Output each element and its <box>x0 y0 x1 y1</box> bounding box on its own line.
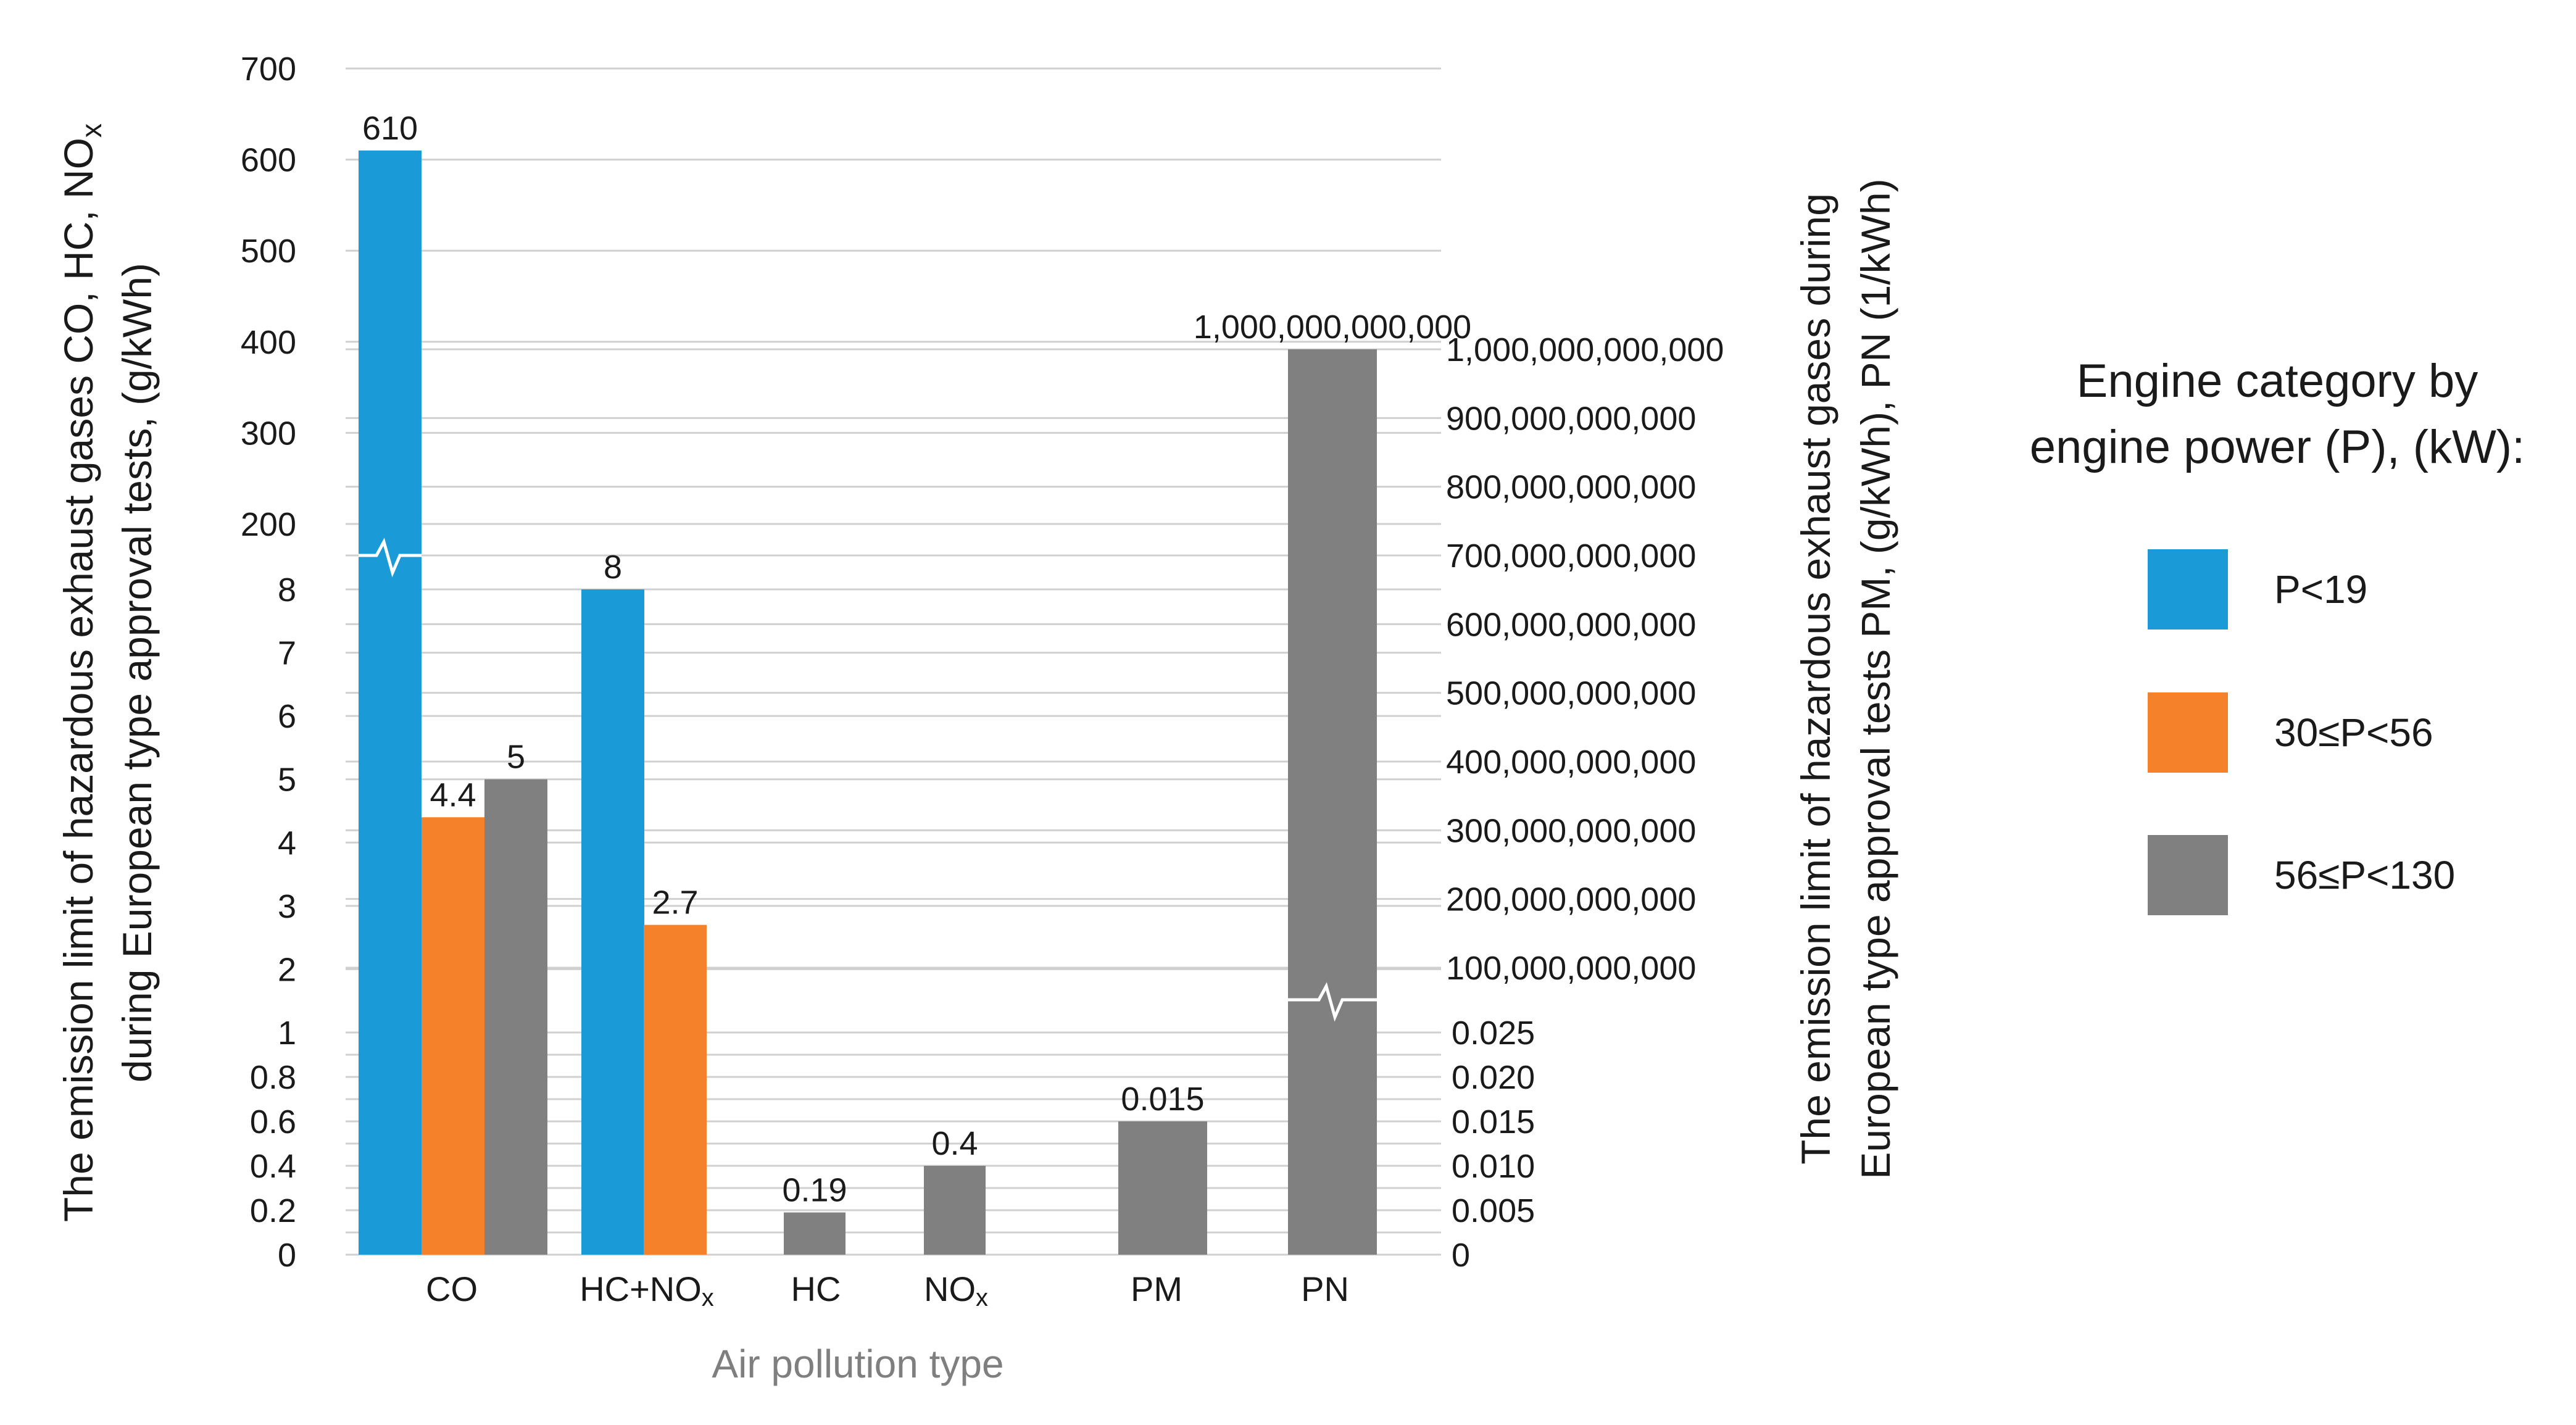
left-axis-ticks: 0 0.2 0.4 0.6 0.8 1 2 3 4 5 6 7 8 200 300 400 500 600 700 <box>241 51 296 1274</box>
category-label: HC+NOx <box>580 1269 714 1311</box>
data-label: 4.4 <box>430 776 476 813</box>
left-tick-label: 500 <box>241 233 296 270</box>
legend-swatch <box>2148 692 2228 773</box>
right-tick-label: 200,000,000,000 <box>1446 881 1696 918</box>
left-tick-label: 2 <box>278 951 296 988</box>
right-axis-title-line2: European type approval tests PM, (g/kWh)… <box>1853 178 1898 1179</box>
data-label: 610 <box>362 110 418 147</box>
left-axis-title-line2: during European type approval tests, (g/… <box>114 263 160 1082</box>
bar-co-series-3 <box>484 779 547 1255</box>
left-tick-label: 0.6 <box>250 1103 296 1140</box>
left-tick-label: 0.4 <box>250 1148 296 1185</box>
left-tick-label: 0.2 <box>250 1192 296 1229</box>
x-axis-title: Air pollution type <box>712 1342 1003 1386</box>
data-label: 5 <box>507 739 525 776</box>
right-tick-label: 0.005 <box>1452 1192 1535 1229</box>
legend-title-line1: Engine category by <box>2077 355 2478 407</box>
right-axis-ticks: 0 0.005 0.010 0.015 0.020 0.025 100,000,000,00… <box>1446 331 1724 1274</box>
category-label: CO <box>426 1269 478 1308</box>
left-axis-title-line1: The emission limit of hazardous exhaust … <box>56 123 107 1222</box>
left-tick-label: 0 <box>278 1237 296 1274</box>
left-tick-label: 600 <box>241 142 296 179</box>
left-tick-label: 7 <box>278 635 296 672</box>
left-tick-label: 200 <box>241 506 296 543</box>
legend-label: 30≤P<56 <box>2274 710 2433 755</box>
right-axis-title-line1: The emission limit of hazardous exhaust … <box>1793 193 1839 1165</box>
category-label: HC <box>791 1269 841 1308</box>
axis-break-mark <box>1288 982 1377 1022</box>
legend-swatch <box>2148 835 2228 915</box>
right-tick-label: 900,000,000,000 <box>1446 400 1696 437</box>
data-label: 1,000,000,000,000 <box>1194 309 1471 346</box>
right-tick-label: 0.020 <box>1452 1059 1535 1096</box>
left-tick-label: 0.8 <box>250 1059 296 1096</box>
right-tick-label: 1,000,000,000,000 <box>1446 331 1724 368</box>
legend-label: P<19 <box>2274 567 2367 612</box>
left-tick-label: 4 <box>278 825 296 862</box>
bar-pm-series-3 <box>1118 1121 1207 1255</box>
left-tick-label: 6 <box>278 698 296 735</box>
bar-hc-nox-series-1 <box>581 589 644 1255</box>
bar-hc-nox-series-2 <box>644 924 707 1255</box>
legend-swatch <box>2148 549 2228 629</box>
right-tick-label: 300,000,000,000 <box>1446 812 1696 849</box>
left-tick-label: 700 <box>241 51 296 88</box>
data-label: 0.4 <box>931 1125 978 1162</box>
right-tick-label: 0.010 <box>1452 1148 1535 1185</box>
right-tick-label: 100,000,000,000 <box>1446 950 1696 987</box>
category-labels: CO HC+NOx HC NOx PM PN <box>426 1269 1349 1311</box>
right-tick-label: 0.025 <box>1452 1015 1535 1052</box>
left-tick-label: 3 <box>278 888 296 925</box>
right-tick-label: 400,000,000,000 <box>1446 744 1696 781</box>
data-labels: 610 8 4.4 2.7 5 0.19 0.4 0.015 1,000,000,000,000 <box>362 110 1471 1209</box>
left-tick-label: 8 <box>278 571 296 609</box>
left-tick-label: 300 <box>241 415 296 452</box>
bar-nox-series-3 <box>924 1166 986 1255</box>
right-tick-label: 0.015 <box>1452 1103 1535 1140</box>
right-tick-label: 600,000,000,000 <box>1446 606 1696 643</box>
data-label: 2.7 <box>652 884 698 921</box>
bar-co-series-1 <box>359 150 422 1255</box>
right-tick-label: 0 <box>1452 1237 1470 1274</box>
right-tick-label: 800,000,000,000 <box>1446 469 1696 506</box>
legend-label: 56≤P<130 <box>2274 853 2455 897</box>
data-label: 0.015 <box>1121 1081 1204 1118</box>
data-label: 0.19 <box>782 1172 847 1209</box>
left-tick-label: 5 <box>278 762 296 799</box>
legend-title-line2: engine power (P), (kW): <box>2030 421 2525 473</box>
right-tick-label: 700,000,000,000 <box>1446 538 1696 575</box>
bar-hc-series-3 <box>784 1212 846 1255</box>
category-label: NOx <box>924 1269 988 1311</box>
bar-co-series-2 <box>422 817 484 1255</box>
category-label: PN <box>1301 1269 1349 1308</box>
category-label: PM <box>1131 1269 1182 1308</box>
axis-break-mark <box>359 538 422 578</box>
bar-pn-series-3 <box>1288 349 1377 1255</box>
right-tick-label: 500,000,000,000 <box>1446 675 1696 712</box>
legend: Engine category by engine power (P), (kW… <box>2030 355 2525 915</box>
bars <box>359 150 1377 1255</box>
axis-break-marks <box>359 538 1377 1022</box>
left-tick-label: 1 <box>278 1015 296 1052</box>
data-label: 8 <box>604 549 622 586</box>
left-tick-label: 400 <box>241 324 296 361</box>
